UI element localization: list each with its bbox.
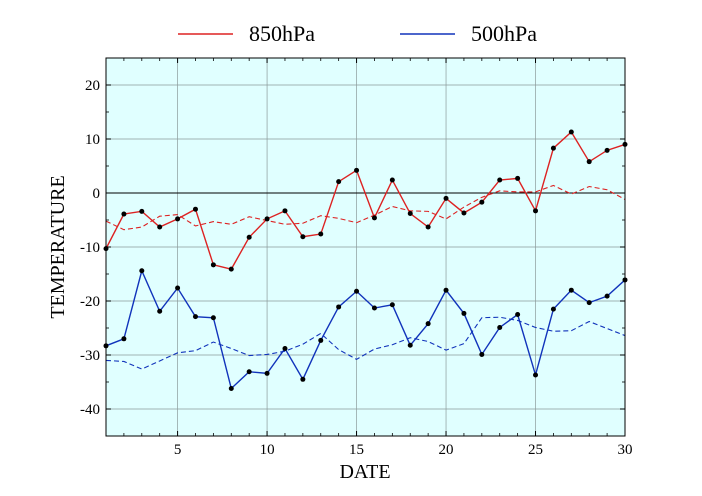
x-axis-title: DATE bbox=[339, 461, 390, 483]
data-point-500hpa bbox=[282, 346, 288, 352]
x-tick-label: 5 bbox=[174, 442, 182, 458]
y-tick-label: -30 bbox=[80, 348, 100, 364]
data-point-850hpa bbox=[479, 199, 485, 205]
data-point-500hpa bbox=[336, 304, 342, 310]
x-tick-label: 20 bbox=[439, 442, 454, 458]
series-lines bbox=[105, 130, 626, 390]
y-tick-label: -20 bbox=[80, 294, 100, 310]
normal-lines bbox=[105, 184, 626, 370]
data-point-850hpa bbox=[568, 129, 574, 135]
data-point-500hpa bbox=[497, 324, 503, 330]
data-point-850hpa bbox=[282, 208, 288, 214]
data-point-850hpa bbox=[354, 167, 360, 173]
legend-label-500hpa: 500hPa bbox=[471, 21, 537, 46]
data-point-850hpa bbox=[192, 206, 198, 212]
data-point-500hpa bbox=[407, 342, 413, 348]
data-point-850hpa bbox=[407, 211, 413, 217]
data-point-850hpa bbox=[550, 145, 556, 151]
legend-label-850hpa: 850hPa bbox=[249, 21, 315, 46]
series-line-500hpa bbox=[105, 268, 626, 390]
data-point-500hpa bbox=[371, 305, 377, 311]
y-tick-label: 0 bbox=[93, 186, 101, 202]
data-point-850hpa bbox=[443, 195, 449, 201]
data-point-500hpa bbox=[175, 285, 181, 291]
y-tick-label: 20 bbox=[85, 78, 100, 94]
data-point-850hpa bbox=[228, 266, 234, 272]
series-line-850hpa bbox=[105, 130, 626, 270]
data-point-850hpa bbox=[336, 179, 342, 185]
data-point-850hpa bbox=[425, 224, 431, 230]
data-point-500hpa bbox=[425, 321, 431, 327]
data-point-500hpa bbox=[246, 369, 252, 375]
x-tick-label: 15 bbox=[349, 442, 364, 458]
data-point-850hpa bbox=[139, 208, 145, 214]
data-point-500hpa bbox=[157, 308, 163, 314]
data-point-850hpa bbox=[533, 208, 539, 214]
data-point-500hpa bbox=[228, 385, 234, 391]
data-point-500hpa bbox=[604, 293, 610, 299]
data-point-850hpa bbox=[175, 216, 181, 222]
data-point-500hpa bbox=[300, 376, 306, 382]
legend: 850hPa 500hPa bbox=[178, 21, 537, 46]
data-point-850hpa bbox=[318, 231, 324, 237]
x-tick-label: 25 bbox=[528, 442, 543, 458]
data-point-850hpa bbox=[300, 234, 306, 240]
x-tick-labels: 5 10 15 20 25 30 bbox=[174, 442, 633, 458]
data-point-500hpa bbox=[192, 314, 198, 320]
data-point-850hpa bbox=[389, 177, 395, 183]
y-axis-title: TEMPERATURE bbox=[47, 175, 69, 318]
x-tick-label: 30 bbox=[618, 442, 633, 458]
data-point-850hpa bbox=[157, 224, 163, 230]
data-point-850hpa bbox=[497, 177, 503, 183]
normal-line-850hpa bbox=[105, 184, 626, 231]
ticks bbox=[105, 57, 626, 437]
data-point-850hpa bbox=[461, 210, 467, 216]
y-tick-labels: -40 -30 -20 -10 0 10 20 bbox=[80, 78, 100, 418]
y-tick-label: -40 bbox=[80, 402, 100, 418]
data-point-500hpa bbox=[354, 288, 360, 294]
data-point-500hpa bbox=[515, 312, 521, 317]
data-point-500hpa bbox=[533, 372, 539, 378]
data-point-500hpa bbox=[264, 370, 270, 376]
data-point-850hpa bbox=[604, 147, 610, 153]
data-point-850hpa bbox=[246, 234, 252, 240]
data-point-500hpa bbox=[210, 315, 216, 321]
data-point-850hpa bbox=[121, 211, 127, 217]
data-point-500hpa bbox=[443, 287, 449, 293]
y-tick-label: -10 bbox=[80, 240, 100, 256]
data-point-850hpa bbox=[371, 215, 377, 221]
data-point-850hpa bbox=[515, 175, 521, 181]
data-point-850hpa bbox=[210, 262, 216, 268]
data-point-500hpa bbox=[550, 306, 556, 312]
series-points bbox=[103, 129, 628, 391]
data-point-850hpa bbox=[586, 159, 592, 165]
data-point-500hpa bbox=[568, 287, 574, 293]
data-point-500hpa bbox=[318, 337, 324, 343]
normal-line-500hpa bbox=[105, 316, 626, 370]
data-point-500hpa bbox=[479, 351, 485, 357]
data-point-500hpa bbox=[121, 336, 127, 342]
data-point-500hpa bbox=[586, 300, 592, 306]
x-tick-label: 10 bbox=[260, 442, 275, 458]
data-point-500hpa bbox=[461, 310, 467, 316]
data-point-850hpa bbox=[264, 216, 270, 222]
y-tick-label: 10 bbox=[85, 132, 100, 148]
data-point-500hpa bbox=[139, 268, 145, 274]
data-point-500hpa bbox=[389, 302, 395, 308]
